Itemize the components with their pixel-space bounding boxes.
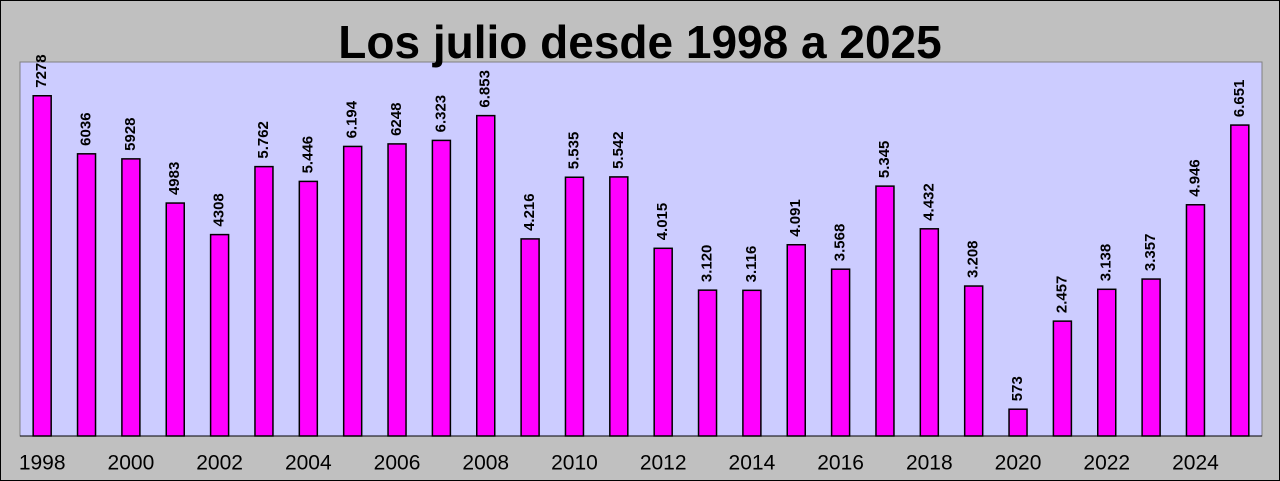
data-label: 4.216 <box>521 193 538 231</box>
bar <box>564 176 585 437</box>
bar <box>342 145 363 437</box>
chart-title: Los julio desde 1998 a 2025 <box>338 16 941 68</box>
data-label: 6036 <box>78 112 95 145</box>
bar <box>653 247 673 437</box>
bar <box>742 289 762 437</box>
data-label: 2.457 <box>1053 276 1070 314</box>
data-label: 4.091 <box>787 199 804 237</box>
bar <box>121 158 141 437</box>
data-label: 3.568 <box>832 224 849 262</box>
bar <box>520 238 540 437</box>
bar <box>76 153 97 437</box>
x-tick-label: 2002 <box>196 452 243 475</box>
data-label: 3.116 <box>743 246 760 283</box>
bar <box>1052 320 1073 437</box>
bar <box>165 202 185 437</box>
bar <box>254 165 274 437</box>
bar <box>298 180 319 437</box>
data-label: 6.651 <box>1231 80 1248 118</box>
bar <box>387 143 407 437</box>
bar <box>919 228 940 437</box>
data-label: 6.194 <box>344 100 361 138</box>
bar <box>431 139 452 437</box>
bar <box>697 289 718 437</box>
data-label: 6248 <box>388 103 405 136</box>
bar <box>1185 204 1206 437</box>
bar <box>1008 408 1028 437</box>
data-label: 3.357 <box>1142 234 1159 272</box>
bar <box>476 114 496 437</box>
x-tick-label: 2000 <box>108 452 155 475</box>
data-label: 6.853 <box>477 70 494 108</box>
data-label: 5.446 <box>299 136 316 174</box>
x-tick-label: 2004 <box>285 452 332 475</box>
data-label: 5928 <box>122 117 139 150</box>
plot-area <box>19 61 1263 437</box>
data-label: 5.535 <box>565 132 582 170</box>
data-label: 5.542 <box>610 131 627 169</box>
bar <box>786 243 806 437</box>
bar <box>32 95 52 437</box>
data-label: 3.208 <box>965 240 982 278</box>
x-tick-label: 2016 <box>817 452 864 475</box>
bar <box>1097 288 1117 437</box>
x-tick-label: 2012 <box>640 452 687 475</box>
bar <box>1230 124 1250 437</box>
bar <box>209 233 230 437</box>
data-label: 573 <box>1009 376 1026 401</box>
data-label: 3.120 <box>699 245 716 283</box>
x-tick-label: 2006 <box>374 452 421 475</box>
bar <box>609 176 629 437</box>
data-label: 4.015 <box>654 203 671 241</box>
data-label: 4.432 <box>920 183 937 221</box>
x-tick-label: 2008 <box>462 452 509 475</box>
data-label: 6.323 <box>432 95 449 133</box>
x-tick-label: 2010 <box>551 452 598 475</box>
data-label: 7278 <box>33 54 50 87</box>
x-tick-label: 2018 <box>906 452 953 475</box>
data-label: 4983 <box>166 162 183 195</box>
bar <box>1141 278 1161 437</box>
data-label: 3.138 <box>1098 244 1115 282</box>
data-label: 4.946 <box>1186 159 1203 197</box>
x-tick-label: 2020 <box>995 452 1042 475</box>
data-label: 5.762 <box>255 121 272 159</box>
data-label: 5.345 <box>876 141 893 179</box>
bar <box>875 185 895 437</box>
bar <box>963 285 984 437</box>
x-tick-label: 2024 <box>1172 452 1219 475</box>
data-label: 4308 <box>211 193 228 226</box>
x-tick-label: 1998 <box>19 452 66 475</box>
x-tick-label: 2014 <box>729 452 776 475</box>
bar <box>830 268 851 437</box>
x-tick-label: 2022 <box>1083 452 1130 475</box>
